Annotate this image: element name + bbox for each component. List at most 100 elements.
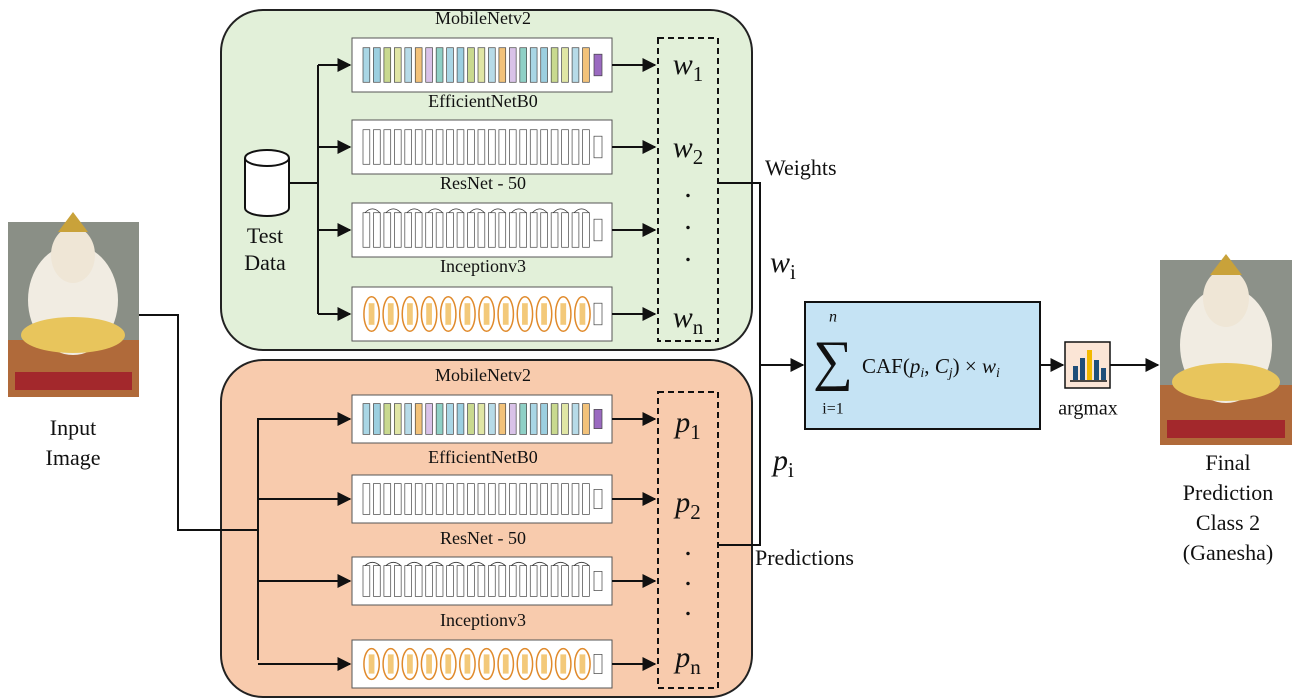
module-core [369, 303, 375, 325]
layer [572, 213, 579, 248]
output-symbol-sub: 2 [690, 500, 701, 524]
module-core [484, 654, 490, 673]
layer [363, 404, 370, 435]
layer [426, 48, 433, 83]
ellipsis-dot: . [684, 171, 692, 204]
formula-part: w [982, 354, 996, 378]
layer [478, 213, 485, 248]
module-core [388, 654, 394, 673]
module-core [465, 303, 471, 325]
layer [394, 566, 401, 597]
layer [384, 404, 391, 435]
module-core [503, 303, 509, 325]
layer [436, 130, 443, 165]
model-diagram [352, 640, 612, 688]
layer [509, 213, 516, 248]
layer [373, 484, 380, 515]
layer [394, 130, 401, 165]
ellipsis-dot: . [684, 559, 692, 592]
module-core [541, 303, 547, 325]
layer [583, 48, 590, 83]
layer [373, 130, 380, 165]
module-core [388, 303, 394, 325]
model-diagram [352, 120, 612, 174]
module-core [407, 303, 413, 325]
layer [363, 213, 370, 248]
module-core [580, 654, 586, 673]
module-core [484, 303, 490, 325]
layer [405, 484, 412, 515]
layer [499, 404, 506, 435]
layer [530, 48, 537, 83]
model-name: ResNet - 50 [440, 173, 526, 193]
layer [447, 484, 454, 515]
layer [436, 48, 443, 83]
layer [363, 566, 370, 597]
head [594, 136, 602, 158]
layer [373, 404, 380, 435]
layer [530, 213, 537, 248]
head [594, 303, 602, 325]
output-symbol-sub: 1 [690, 420, 701, 444]
layer [373, 566, 380, 597]
sum-symbol: ∑ [813, 330, 853, 392]
layer [562, 130, 569, 165]
module-core [426, 654, 432, 673]
layer [426, 213, 433, 248]
pipeline-diagram: InputImageFinalPredictionClass 2(Ganesha… [0, 0, 1301, 699]
layer [426, 130, 433, 165]
model-name: MobileNetv2 [435, 365, 531, 385]
layer [509, 484, 516, 515]
output-symbol-sub: 1 [693, 62, 704, 86]
model-diagram [352, 557, 612, 605]
model-name: ResNet - 50 [440, 528, 526, 548]
head [594, 409, 602, 428]
layer [583, 130, 590, 165]
layer [373, 213, 380, 248]
layer [447, 48, 454, 83]
layer [384, 130, 391, 165]
layer [373, 48, 380, 83]
layer [572, 404, 579, 435]
module-core [407, 654, 413, 673]
output-label: (Ganesha) [1183, 540, 1273, 565]
layer [488, 130, 495, 165]
layer [499, 48, 506, 83]
output-label: Final [1205, 450, 1250, 475]
head [594, 571, 602, 590]
layer [384, 48, 391, 83]
layer [363, 484, 370, 515]
ellipsis-dot: . [684, 589, 692, 622]
layer [572, 130, 579, 165]
layer [394, 48, 401, 83]
model-diagram [352, 287, 612, 341]
layer [530, 566, 537, 597]
module-core [522, 654, 528, 673]
layer [499, 566, 506, 597]
formula-part: p [908, 354, 921, 378]
branch-symbol-base: p [771, 444, 788, 477]
layer [520, 213, 527, 248]
layer [436, 484, 443, 515]
layer [405, 130, 412, 165]
model-diagram [352, 395, 612, 443]
head [594, 219, 602, 241]
layer [562, 566, 569, 597]
layer [457, 48, 464, 83]
layer [583, 484, 590, 515]
sum-upper: n [829, 309, 837, 326]
layer [583, 566, 590, 597]
formula-sub: i [996, 366, 1000, 381]
layer [384, 566, 391, 597]
layer [520, 566, 527, 597]
layer [509, 48, 516, 83]
ellipsis-dot: . [684, 203, 692, 236]
layer [447, 404, 454, 435]
layer [499, 213, 506, 248]
layer [415, 213, 422, 248]
model-diagram [352, 203, 612, 257]
branch-symbol: wi [770, 246, 796, 284]
formula-part: C [935, 354, 950, 378]
layer [436, 404, 443, 435]
layer [415, 566, 422, 597]
